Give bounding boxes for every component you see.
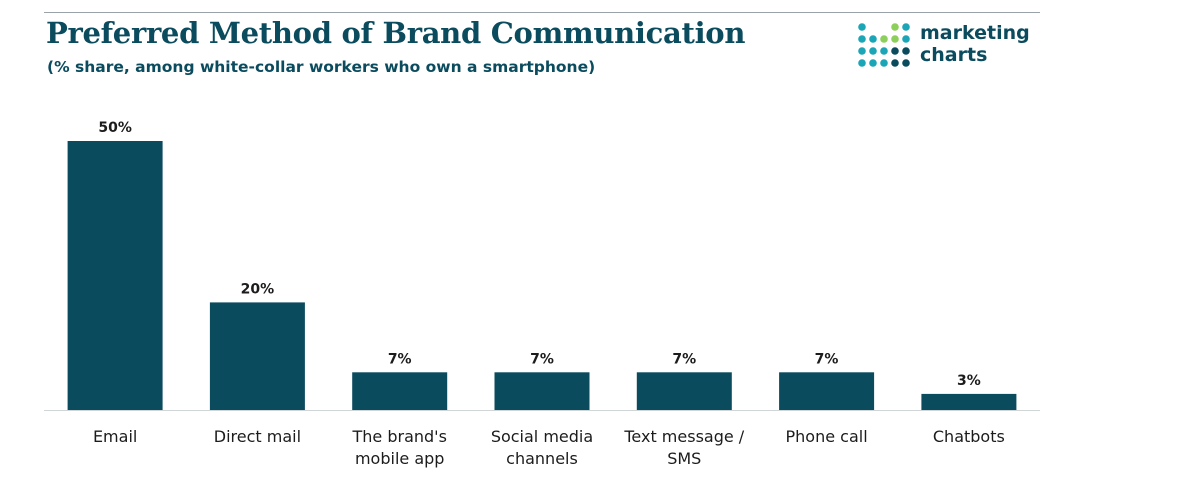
category-label: Text message /	[623, 427, 744, 446]
bar	[494, 372, 590, 410]
logo-dot	[891, 59, 899, 67]
value-label: 3%	[957, 373, 981, 389]
logo-wordmark: marketing charts	[920, 22, 1030, 66]
logo-dot	[902, 23, 910, 31]
logo-dot	[902, 59, 910, 67]
logo-dot	[902, 35, 910, 43]
logo-dot	[891, 23, 899, 31]
logo-dots-icon	[858, 23, 910, 67]
logo-dot	[858, 23, 866, 31]
logo-dot	[858, 47, 866, 55]
bar	[779, 372, 875, 410]
category-label: Phone call	[786, 427, 868, 446]
bar	[352, 372, 448, 410]
category-label: Social media	[491, 427, 593, 446]
logo-dot	[880, 47, 888, 55]
marketing-charts-logo: marketing charts	[857, 22, 1042, 74]
bar	[67, 141, 163, 410]
logo-dot	[880, 35, 888, 43]
chart-title: Preferred Method of Brand Communication	[46, 16, 746, 50]
value-label: 7%	[530, 351, 554, 367]
bar	[921, 393, 1017, 410]
value-label: 50%	[98, 120, 132, 136]
logo-dot	[869, 47, 877, 55]
logo-dot	[891, 35, 899, 43]
category-label: channels	[506, 449, 578, 468]
logo-dot	[902, 47, 910, 55]
logo-dot	[869, 59, 877, 67]
logo-line-2: charts	[920, 44, 988, 66]
value-label: 7%	[815, 351, 839, 367]
category-label: Email	[93, 427, 137, 446]
chart-subtitle: (% share, among white-collar workers who…	[47, 58, 596, 76]
category-label: The brand's	[352, 427, 447, 446]
category-label-group: Email Direct mail The brand's mobile app Soc…	[93, 427, 1005, 468]
category-label: SMS	[667, 449, 701, 468]
logo-dot	[869, 35, 877, 43]
bar	[209, 302, 305, 410]
value-label: 20%	[241, 281, 275, 297]
logo-dot	[880, 59, 888, 67]
bar	[636, 372, 732, 410]
category-label: Direct mail	[214, 427, 301, 446]
category-label: Chatbots	[933, 427, 1005, 446]
top-rule	[44, 12, 1040, 13]
value-label: 7%	[388, 351, 412, 367]
category-label: mobile app	[355, 449, 444, 468]
logo-dot	[891, 47, 899, 55]
logo-dot	[858, 59, 866, 67]
logo-line-1: marketing	[920, 22, 1030, 44]
logo-dot	[858, 35, 866, 43]
value-label-group: 50% 20% 7% 7% 7% 7% 3%	[98, 120, 980, 389]
bar-group	[67, 141, 1017, 410]
value-label: 7%	[672, 351, 696, 367]
